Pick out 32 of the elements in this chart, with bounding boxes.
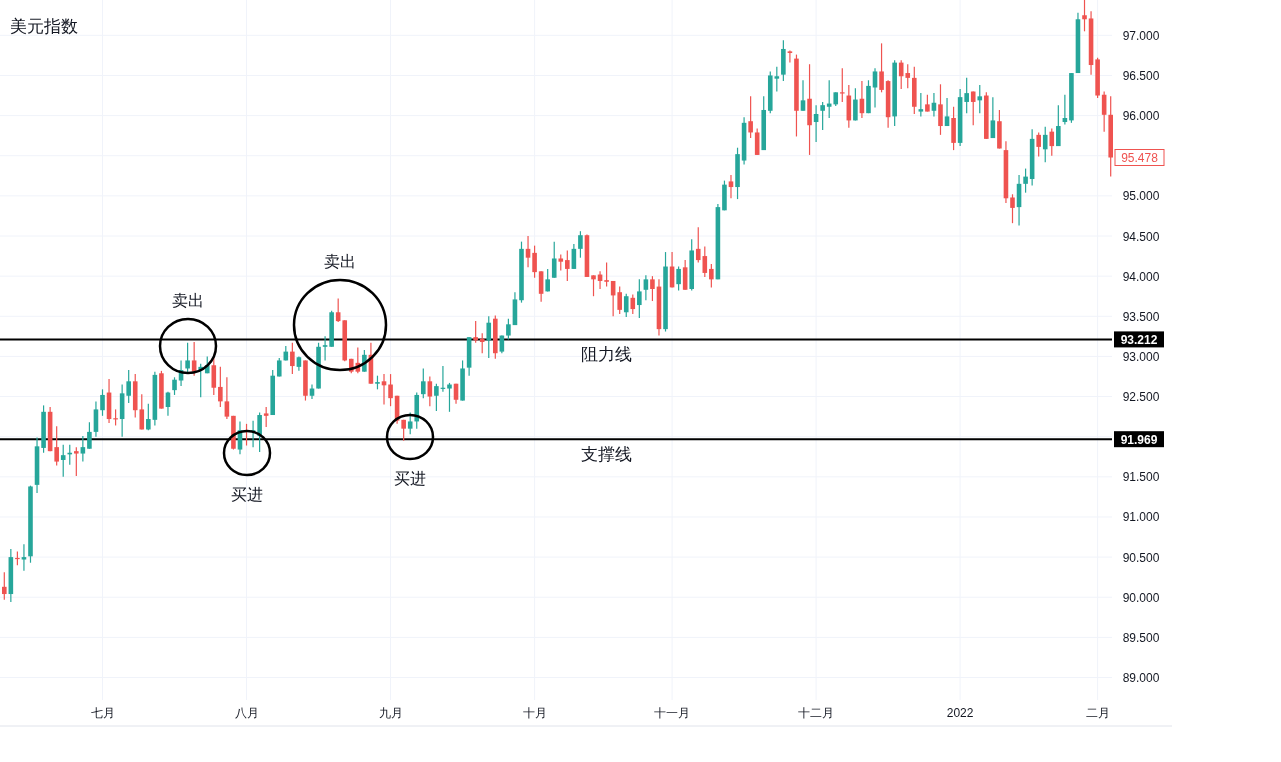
annotation: 卖出 xyxy=(324,253,356,270)
y-tick-label: 94.500 xyxy=(1122,229,1160,244)
annotation: 支撑线 xyxy=(580,445,632,465)
x-tick-label: 2022 xyxy=(946,706,974,720)
ref-line-label: 91.969 xyxy=(1120,432,1158,447)
annotation: 卖出 xyxy=(172,292,204,309)
x-tick-label: 八月 xyxy=(234,706,259,720)
y-tick-label: 91.000 xyxy=(1122,510,1160,525)
y-tick-label: 95.000 xyxy=(1122,189,1160,204)
y-tick-label: 96.500 xyxy=(1122,68,1160,83)
y-tick-label: 94.000 xyxy=(1122,269,1160,284)
annotation: 买进 xyxy=(231,486,263,503)
y-tick-label: 96.000 xyxy=(1122,109,1160,124)
x-tick-label: 二月 xyxy=(1085,706,1110,720)
y-tick-label: 92.500 xyxy=(1122,390,1160,405)
x-tick-label: 十月 xyxy=(522,706,547,720)
y-tick-label: 90.000 xyxy=(1122,590,1160,605)
y-tick-label: 93.500 xyxy=(1122,309,1160,324)
y-tick-label: 91.500 xyxy=(1122,470,1160,485)
annotation: 买进 xyxy=(394,470,426,487)
x-tick-label: 七月 xyxy=(90,706,115,720)
x-tick-label: 十二月 xyxy=(798,706,835,720)
x-tick-label: 十一月 xyxy=(654,706,691,720)
ref-line-label: 93.212 xyxy=(1120,332,1158,347)
y-tick-label: 89.000 xyxy=(1122,671,1160,686)
y-tick-label: 93.000 xyxy=(1122,349,1160,364)
text: 美元指数 xyxy=(10,17,78,36)
y-tick-label: 97.000 xyxy=(1122,28,1160,43)
y-tick-label: 90.500 xyxy=(1122,550,1160,565)
y-tick-label: 89.500 xyxy=(1122,630,1160,645)
annotation: 阻力线 xyxy=(580,345,632,365)
x-tick-label: 九月 xyxy=(378,706,403,720)
